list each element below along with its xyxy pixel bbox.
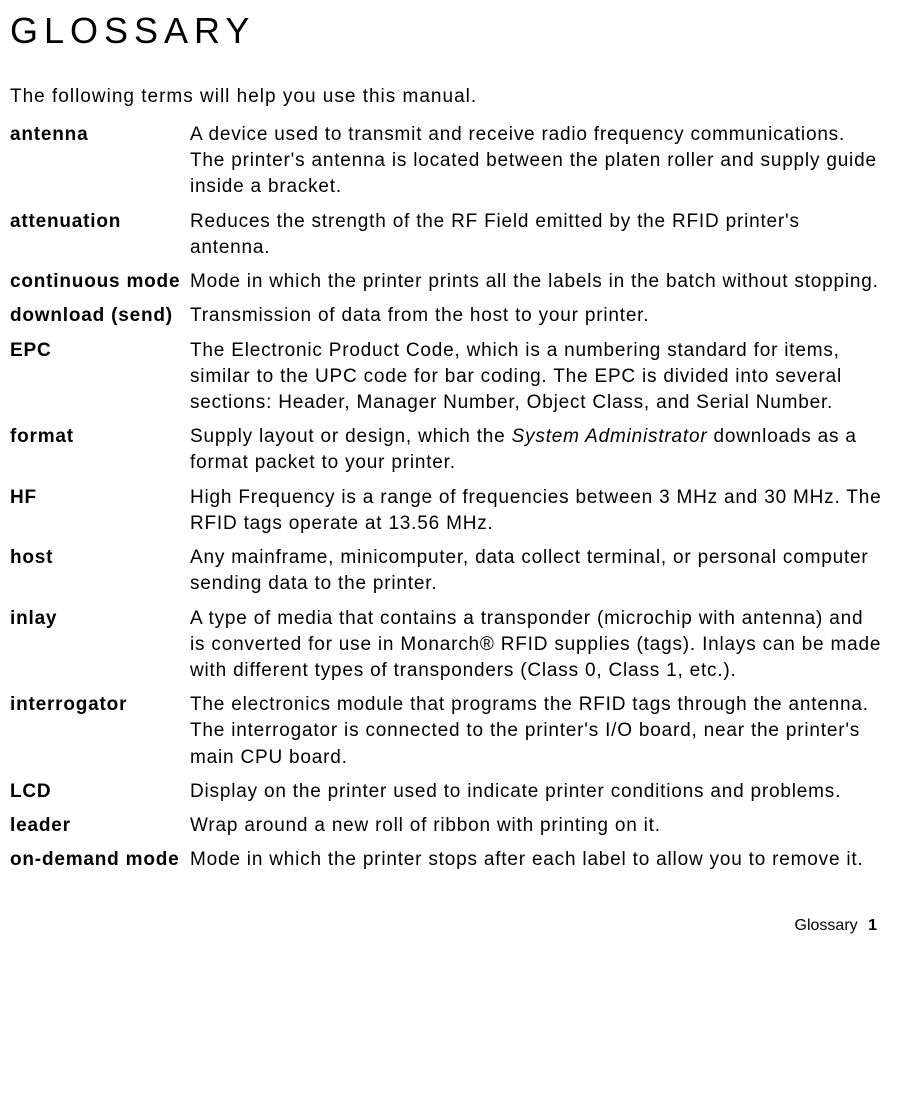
term: inlay	[10, 606, 190, 693]
term: HF	[10, 485, 190, 545]
glossary-row: host Any mainframe, minicomputer, data c…	[10, 545, 887, 605]
term: host	[10, 545, 190, 605]
glossary-row: EPC The Electronic Product Code, which i…	[10, 338, 887, 425]
glossary-row: interrogator The electronics module that…	[10, 692, 887, 779]
definition: Wrap around a new roll of ribbon with pr…	[190, 813, 887, 847]
definition: A device used to transmit and receive ra…	[190, 122, 887, 209]
definition: Supply layout or design, which the Syste…	[190, 424, 887, 484]
glossary-row: on-demand mode Mode in which the printer…	[10, 847, 887, 881]
definition: Mode in which the printer prints all the…	[190, 269, 887, 303]
glossary-row: LCD Display on the printer used to indic…	[10, 779, 887, 813]
definition: Transmission of data from the host to yo…	[190, 303, 887, 337]
term: format	[10, 424, 190, 484]
glossary-row: inlay A type of media that contains a tr…	[10, 606, 887, 693]
term: EPC	[10, 338, 190, 425]
glossary-row: download (send) Transmission of data fro…	[10, 303, 887, 337]
term: attenuation	[10, 209, 190, 269]
glossary-table: antenna A device used to transmit and re…	[10, 122, 887, 881]
glossary-row: HF High Frequency is a range of frequenc…	[10, 485, 887, 545]
definition: Display on the printer used to indicate …	[190, 779, 887, 813]
def-italic: System Administrator	[512, 426, 708, 447]
definition: Mode in which the printer stops after ea…	[190, 847, 887, 881]
glossary-row: leader Wrap around a new roll of ribbon …	[10, 813, 887, 847]
definition: High Frequency is a range of frequencies…	[190, 485, 887, 545]
term: antenna	[10, 122, 190, 209]
page-footer: Glossary 1	[10, 917, 887, 935]
page-title: GLOSSARY	[10, 10, 887, 52]
term: continuous mode	[10, 269, 190, 303]
term: leader	[10, 813, 190, 847]
footer-label: Glossary	[795, 917, 858, 934]
intro-text: The following terms will help you use th…	[10, 86, 887, 108]
definition: The Electronic Product Code, which is a …	[190, 338, 887, 425]
definition: Any mainframe, minicomputer, data collec…	[190, 545, 887, 605]
def-pre: Supply layout or design, which the	[190, 426, 512, 447]
glossary-row: continuous mode Mode in which the printe…	[10, 269, 887, 303]
definition: A type of media that contains a transpon…	[190, 606, 887, 693]
footer-page-number: 1	[868, 917, 877, 934]
term: interrogator	[10, 692, 190, 779]
term: on-demand mode	[10, 847, 190, 881]
term: download (send)	[10, 303, 190, 337]
term: LCD	[10, 779, 190, 813]
glossary-row: attenuation Reduces the strength of the …	[10, 209, 887, 269]
glossary-row: format Supply layout or design, which th…	[10, 424, 887, 484]
definition: Reduces the strength of the RF Field emi…	[190, 209, 887, 269]
glossary-row: antenna A device used to transmit and re…	[10, 122, 887, 209]
definition: The electronics module that programs the…	[190, 692, 887, 779]
